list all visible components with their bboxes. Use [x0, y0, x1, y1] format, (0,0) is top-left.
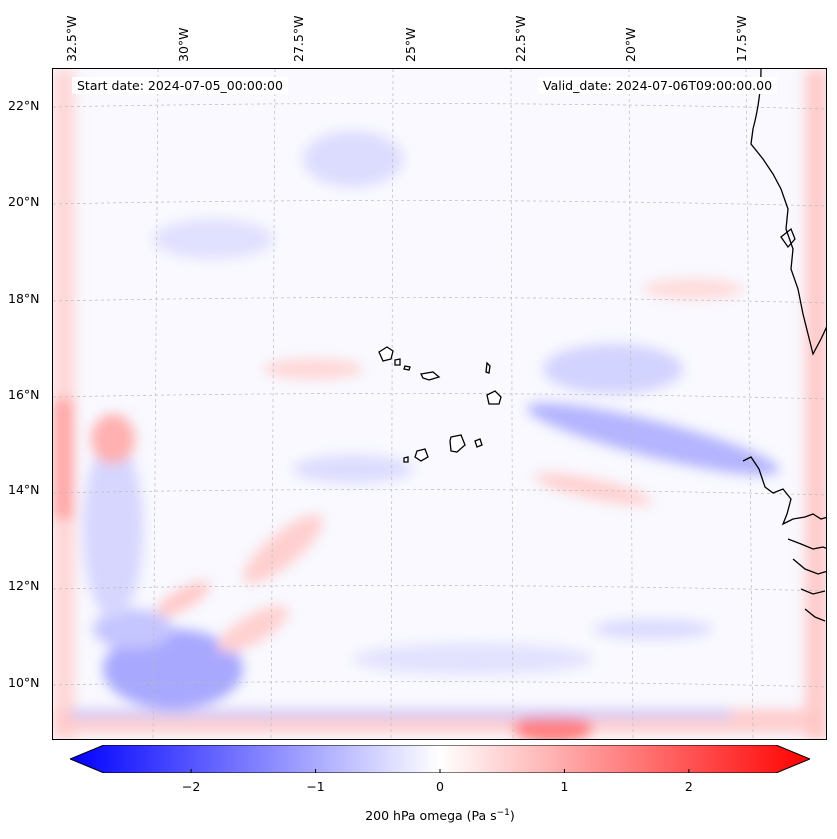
colorbar-title: 200 hPa omega (Pa s−1)	[0, 808, 837, 823]
lon-label: 27.5°W	[291, 15, 306, 62]
cape-verde-islands	[378, 346, 502, 463]
omega-field-map	[53, 69, 826, 739]
colorbar	[68, 744, 812, 774]
lon-label: 22.5°W	[513, 15, 528, 62]
lon-label: 20°W	[623, 27, 638, 62]
lat-label: 18°N	[8, 291, 40, 306]
lat-label: 20°N	[8, 194, 40, 209]
lon-label: 32.5°W	[64, 15, 79, 62]
lon-label: 17.5°W	[734, 15, 749, 62]
lat-label: 16°N	[8, 387, 40, 402]
lat-label: 22°N	[8, 98, 40, 113]
colorbar-gradient	[68, 744, 812, 774]
colorbar-tick-label: 1	[560, 779, 569, 794]
valid-date-label: Valid_date: 2024-07-06T09:00:00.00	[538, 77, 778, 94]
colorbar-tick-label: −2	[181, 779, 201, 794]
lon-label: 30°W	[176, 27, 191, 62]
colorbar-title-close: )	[509, 808, 515, 824]
start-date-label: Start date: 2024-07-05_00:00:00	[72, 77, 288, 94]
map-panel	[52, 68, 827, 740]
graticule	[53, 69, 826, 739]
lat-label: 14°N	[8, 482, 40, 497]
lon-label: 25°W	[403, 27, 418, 62]
colorbar-title-text: 200 hPa omega (Pa s	[365, 808, 497, 824]
lat-label: 10°N	[8, 675, 40, 690]
omega-shading	[53, 69, 826, 739]
colorbar-svg	[68, 744, 812, 774]
colorbar-tick-label: −1	[306, 779, 325, 794]
colorbar-title-exponent: −1	[496, 808, 510, 818]
colorbar-tick-label: 0	[436, 779, 444, 794]
lat-label: 12°N	[8, 578, 40, 593]
colorbar-tick-label: 2	[684, 779, 693, 794]
colorbar-ticks	[190, 769, 690, 773]
